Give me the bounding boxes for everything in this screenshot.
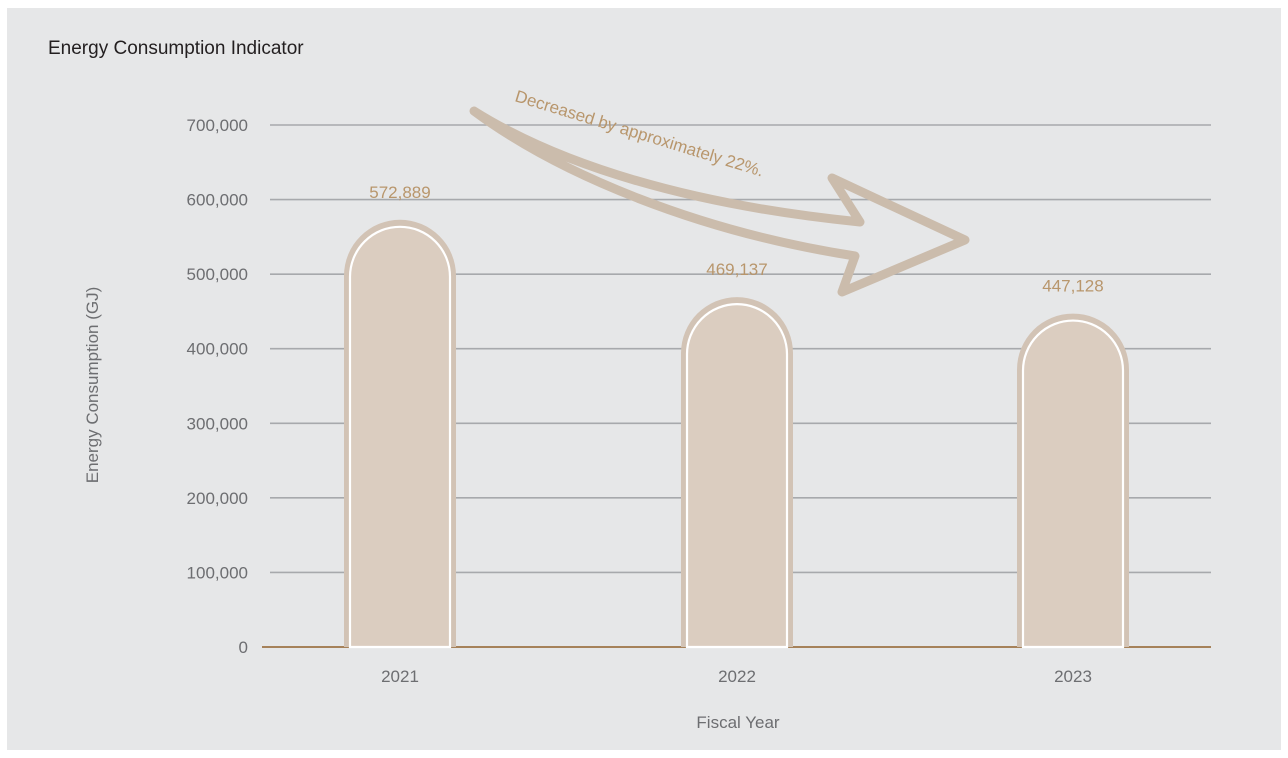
- data-label: 447,128: [1042, 277, 1103, 296]
- y-tick-label: 100,000: [187, 563, 248, 582]
- y-tick-label: 200,000: [187, 489, 248, 508]
- bars: [344, 219, 1129, 649]
- y-axis-title: Energy Consumption (GJ): [83, 287, 102, 484]
- y-tick-label: 400,000: [187, 340, 248, 359]
- arrow-icon: [469, 106, 970, 297]
- y-tick-label: 500,000: [187, 265, 248, 284]
- y-tick-label: 600,000: [187, 191, 248, 210]
- x-axis-title: Fiscal Year: [696, 713, 779, 732]
- data-labels: 572,889 469,137 447,128: [369, 183, 1103, 296]
- annotation-text: Decreased by approximately 22%.: [513, 87, 766, 181]
- x-tick-label: 2021: [381, 667, 419, 686]
- y-tick-label: 300,000: [187, 414, 248, 433]
- bar: [685, 303, 789, 649]
- data-label: 572,889: [369, 183, 430, 202]
- x-tick-labels: 2021 2022 2023: [381, 667, 1092, 686]
- bar: [348, 225, 452, 649]
- y-tick-labels: 0 100,000 200,000 300,000 400,000 500,000 600,…: [187, 116, 248, 657]
- x-tick-label: 2023: [1054, 667, 1092, 686]
- y-tick-label: 700,000: [187, 116, 248, 135]
- x-tick-label: 2022: [718, 667, 756, 686]
- bar: [1021, 319, 1125, 649]
- chart-title: Energy Consumption Indicator: [48, 38, 304, 59]
- y-tick-label: 0: [239, 638, 248, 657]
- data-label: 469,137: [706, 260, 767, 279]
